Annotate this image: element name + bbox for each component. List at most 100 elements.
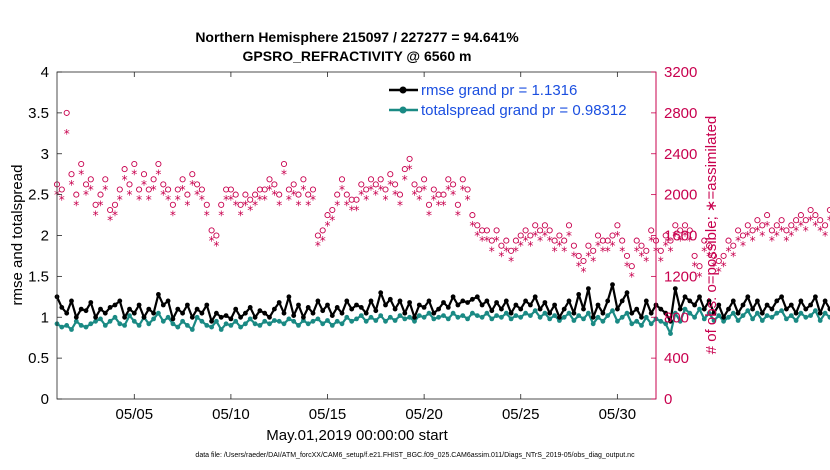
obs-possible-point	[421, 176, 428, 183]
rmse-point	[267, 314, 272, 320]
totalspread-point	[518, 314, 524, 320]
totalspread-point	[769, 314, 775, 320]
obs-assimilated-point: *	[310, 193, 316, 207]
totalspread-point	[223, 321, 229, 327]
legend-rmse-label: rmse grand pr = 1.1316	[421, 82, 577, 99]
obs-assimilated-point: *	[581, 265, 587, 279]
rmse-series	[54, 282, 830, 324]
x-tick-label: 05/30	[599, 406, 637, 423]
rmse-point	[262, 310, 268, 316]
rmse-point	[697, 294, 702, 300]
obs-assimilated-point: *	[561, 244, 567, 258]
obs-assimilated-point: *	[242, 198, 248, 212]
totalspread-point	[537, 314, 543, 320]
y-left-tick-label: 1	[41, 309, 49, 326]
rmse-point	[436, 306, 441, 312]
rmse-point	[431, 310, 437, 316]
obs-assimilated-point: *	[305, 198, 311, 212]
obs-possible-point	[812, 212, 819, 219]
obs-possible-point	[111, 201, 119, 208]
rmse-point	[146, 306, 152, 312]
obs-possible-point	[73, 191, 80, 198]
rmse-point	[122, 314, 127, 320]
obs-assimilated-point: *	[431, 193, 437, 207]
totalspread-point	[127, 313, 132, 318]
obs-possible-point	[338, 176, 346, 183]
obs-assimilated-point: *	[697, 270, 703, 284]
rmse-point	[750, 306, 755, 312]
rmse-point	[822, 298, 828, 304]
totalspread-point	[243, 321, 248, 327]
totalspread-point	[817, 318, 823, 323]
obs-assimilated-point: *	[373, 188, 379, 202]
obs-possible-series	[53, 109, 830, 270]
obs-possible-point	[396, 191, 404, 198]
totalspread-point	[648, 321, 654, 327]
totalspread-point	[750, 316, 755, 322]
obs-assimilated-point: *	[508, 255, 514, 269]
obs-possible-point	[783, 227, 790, 234]
obs-assimilated-point: *	[566, 229, 572, 243]
legend-spread-label: totalspread grand pr = 0.98312	[421, 102, 627, 119]
obs-possible-point	[532, 222, 539, 229]
obs-assimilated-point: *	[503, 244, 509, 258]
totalspread-point	[803, 314, 809, 320]
totalspread-point	[281, 321, 287, 327]
rmse-point	[160, 302, 166, 308]
rmse-point	[817, 310, 823, 316]
obs-assimilated-point: *	[817, 224, 823, 238]
obs-possible-point	[363, 186, 370, 193]
obs-assimilated-point: *	[450, 188, 456, 202]
totalspread-point	[189, 327, 195, 332]
obs-possible-point	[701, 237, 708, 244]
obs-assimilated-point: *	[484, 234, 490, 248]
obs-assimilated-point: *	[595, 239, 601, 253]
totalspread-point	[397, 313, 403, 318]
rmse-point	[165, 298, 171, 304]
chart-title-line1: Northern Hemisphere 215097 / 227277 = 94…	[195, 29, 519, 45]
rmse-point	[586, 286, 591, 291]
obs-possible-point	[401, 166, 408, 173]
rmse-point	[682, 294, 688, 300]
obs-assimilated-point: *	[170, 209, 176, 223]
obs-possible-point	[300, 176, 307, 183]
rmse-point	[677, 306, 683, 312]
totalspread-point	[605, 313, 611, 318]
obs-possible-point	[97, 191, 104, 198]
obs-possible-point	[802, 217, 809, 224]
totalspread-point	[131, 318, 137, 324]
y-left-tick-label: 2	[41, 228, 49, 245]
totalspread-point	[460, 313, 466, 318]
rmse-point	[726, 306, 731, 312]
rmse-point	[310, 310, 316, 316]
obs-possible-point	[797, 212, 804, 219]
obs-assimilated-point: *	[687, 234, 693, 248]
obs-possible-point	[121, 166, 128, 173]
totalspread-point	[218, 327, 224, 332]
rmse-point	[218, 314, 224, 320]
obs-possible-point	[411, 181, 418, 188]
rmse-point	[711, 310, 717, 316]
obs-possible-point	[184, 191, 191, 198]
rmse-point	[291, 313, 297, 318]
obs-possible-point	[672, 222, 679, 229]
obs-possible-point	[580, 257, 587, 265]
obs-assimilated-point: *	[629, 270, 635, 284]
obs-possible-point	[425, 201, 433, 208]
obs-possible-point	[242, 191, 249, 198]
obs-assimilated-point: *	[542, 229, 548, 243]
totalspread-point	[474, 313, 480, 318]
obs-assimilated-point: *	[426, 209, 432, 223]
obs-assimilated-point: *	[421, 183, 427, 197]
totalspread-point	[325, 318, 330, 323]
obs-possible-point	[817, 217, 824, 224]
obs-assimilated-point: *	[180, 183, 186, 197]
obs-possible-point	[213, 232, 220, 239]
obs-possible-point	[334, 191, 341, 198]
totalspread-series	[54, 306, 830, 336]
totalspread-point	[354, 316, 359, 322]
obs-assimilated-point: *	[93, 209, 99, 223]
totalspread-point	[827, 314, 830, 320]
rmse-point	[286, 294, 292, 300]
rmse-point	[687, 298, 693, 304]
